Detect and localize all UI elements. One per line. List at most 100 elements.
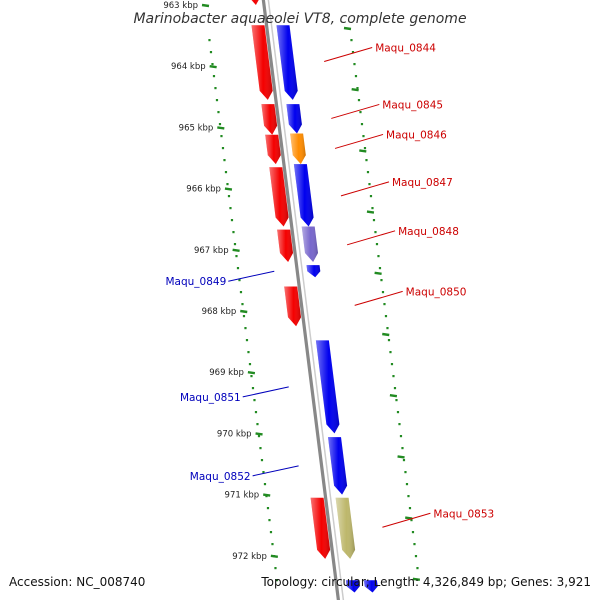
gene-label[interactable]: Maqu_0847 xyxy=(392,177,453,189)
gene-arrow-shade xyxy=(265,134,281,165)
ruler-tick-mark xyxy=(263,493,271,497)
ruler-dot-right xyxy=(362,135,365,138)
gene-label[interactable]: Maqu_0846 xyxy=(386,129,447,141)
gene-arrow[interactable] xyxy=(345,580,360,593)
gene-arrow[interactable] xyxy=(301,226,318,263)
ruler-dot-left xyxy=(242,315,246,318)
ruler-tick-label: 968 kbp xyxy=(202,307,237,317)
ruler-dot-left xyxy=(218,123,222,126)
ruler-dot-right xyxy=(390,363,394,366)
gene-arrow[interactable] xyxy=(335,497,356,559)
gene-leader-line xyxy=(334,133,384,149)
ruler-dot-left xyxy=(269,531,273,534)
ruler-dot-left xyxy=(253,399,256,402)
ruler-dot-left xyxy=(211,63,214,66)
gene-label[interactable]: Maqu_0850 xyxy=(406,286,467,298)
ruler-dot-right xyxy=(387,339,391,342)
gene-arrow-shade xyxy=(293,164,314,227)
ruler-tick-mark xyxy=(247,371,256,375)
ruler-dot-left xyxy=(250,375,253,378)
ruler-dot-left xyxy=(215,99,219,102)
gene-arrow-shade xyxy=(251,25,273,100)
ruler-dot-right xyxy=(392,375,395,378)
ruler-dot-right xyxy=(372,219,376,222)
gene-arrow[interactable] xyxy=(265,134,281,165)
ruler-dot-left xyxy=(229,207,232,210)
ruler-dot-left xyxy=(257,435,261,438)
gene-arrow[interactable] xyxy=(310,497,331,559)
ruler-tick-mark-right xyxy=(397,455,405,459)
ruler-dot-left xyxy=(235,255,238,258)
gene-arrow[interactable] xyxy=(328,437,348,495)
gene-arrow[interactable] xyxy=(293,164,314,227)
gene-leader-line xyxy=(324,47,373,63)
ruler-tick-mark-right xyxy=(343,26,352,31)
ruler-dot-left xyxy=(248,363,252,366)
gene-labels: Maqu_0844 Maqu_0845 Maqu_0846 Maqu_0847 Maqu… xyxy=(165,43,494,528)
gene-arrow-shade xyxy=(310,497,331,559)
gene-label[interactable]: Maqu_0848 xyxy=(398,226,459,238)
gene-arrow-shade xyxy=(286,104,302,134)
ruler-tick-mark xyxy=(270,554,279,558)
gene-arrow[interactable] xyxy=(276,25,298,100)
gene-arrow-shade xyxy=(251,0,259,5)
ruler-dot-right xyxy=(393,387,397,390)
map-title: Marinobacter aquaeolei VT8, complete gen… xyxy=(133,11,466,27)
ruler-dot-left xyxy=(256,423,259,426)
gene-label[interactable]: Maqu_0851 xyxy=(180,392,241,404)
gene-arrow[interactable] xyxy=(269,167,289,227)
ruler-dot-right xyxy=(378,267,382,270)
ruler-tick-mark-right xyxy=(382,332,390,337)
gene-arrow[interactable] xyxy=(277,229,293,262)
ruler-dot-left xyxy=(241,303,244,306)
gene-arrow[interactable] xyxy=(251,25,273,100)
ruler-dot-left xyxy=(232,231,235,234)
ruler-dot-right xyxy=(374,231,377,234)
gene-arrow[interactable] xyxy=(363,580,378,593)
ruler-dot-right xyxy=(351,51,355,54)
gene-label[interactable]: Maqu_0849 xyxy=(165,276,226,288)
ruler-dot-left xyxy=(266,507,270,510)
ruler-dot-left xyxy=(274,567,277,570)
gene-leader-line xyxy=(252,465,299,477)
ruler-tick-mark xyxy=(224,187,233,191)
ruler-tick-label: 965 kbp xyxy=(179,123,214,133)
gene-arrow-shade xyxy=(315,340,340,434)
ruler-dot-left xyxy=(262,471,265,474)
ruler-dot-right xyxy=(413,543,416,546)
ruler-dot-left xyxy=(245,339,249,342)
backbone-line-inner xyxy=(267,0,345,600)
gene-arrow[interactable] xyxy=(286,104,302,134)
gene-leader-line xyxy=(331,103,380,119)
ruler-dot-right xyxy=(354,75,358,78)
gene-label[interactable]: Maqu_0852 xyxy=(190,471,251,483)
ruler-dot-left xyxy=(239,291,243,294)
ruler-dot-right xyxy=(389,351,392,354)
genome-backbone xyxy=(261,0,345,600)
ruler-dot-right xyxy=(353,63,356,66)
gene-arrow[interactable] xyxy=(284,286,301,327)
gene-arrow[interactable] xyxy=(290,133,306,165)
ruler-tick-mark-right xyxy=(374,271,382,275)
ruler-dot-right xyxy=(356,87,359,90)
ruler-tick-mark-right xyxy=(389,394,398,398)
gene-label[interactable]: Maqu_0853 xyxy=(433,508,494,520)
gene-leader-line xyxy=(242,386,289,398)
ruler-dot-left xyxy=(268,519,271,522)
ruler-tick-mark xyxy=(255,432,263,436)
gene-arrow[interactable] xyxy=(306,265,321,278)
ruler-dot-left xyxy=(226,183,229,186)
ruler-tick: 969 kbp xyxy=(209,368,398,398)
ruler-dot-left xyxy=(271,543,274,546)
gene-label[interactable]: Maqu_0844 xyxy=(375,43,436,55)
ruler-dot-right xyxy=(404,471,407,474)
accession-text: Accession: NC_008740 xyxy=(9,575,145,589)
gene-leader-line xyxy=(228,270,275,282)
ruler-dot-left xyxy=(223,159,226,162)
ruler-tick-mark-right xyxy=(359,149,367,153)
gene-label[interactable]: Maqu_0845 xyxy=(382,99,443,111)
gene-arrow[interactable] xyxy=(315,340,340,434)
ruler-dot-left xyxy=(227,195,231,198)
gene-arrow[interactable] xyxy=(246,0,261,5)
gene-arrow[interactable] xyxy=(261,104,278,135)
